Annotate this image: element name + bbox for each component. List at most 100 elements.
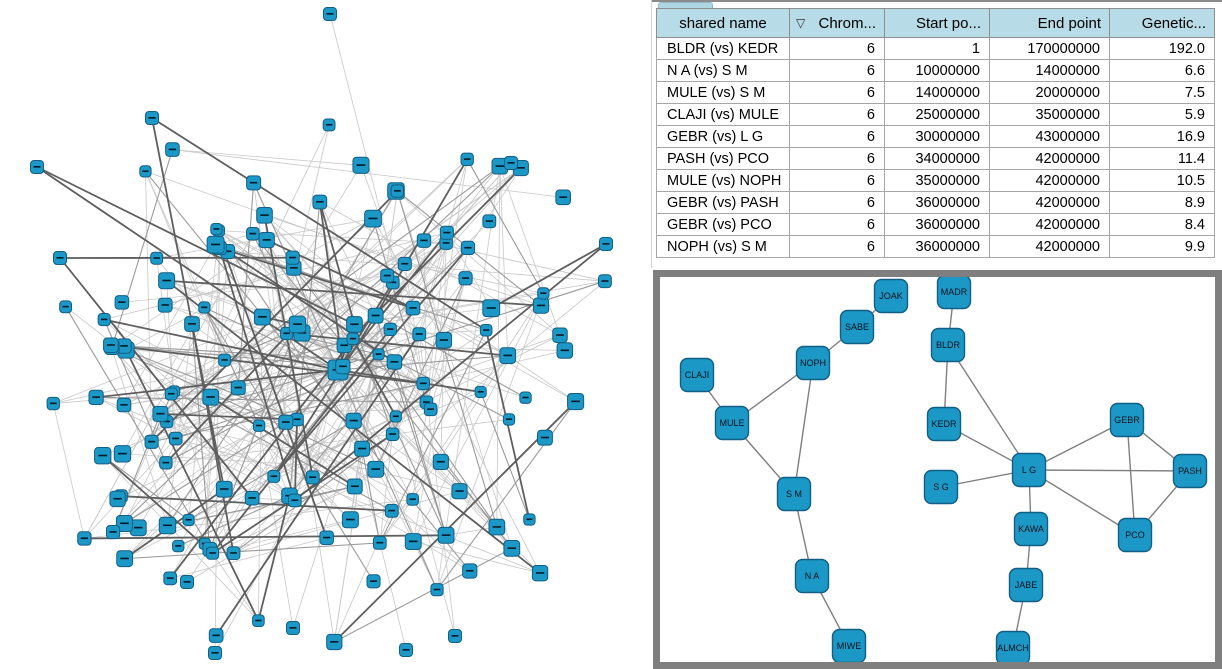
- overview-network-node[interactable]: [503, 540, 521, 557]
- overview-network-node[interactable]: [354, 440, 371, 457]
- overview-network-node[interactable]: [109, 490, 126, 508]
- overview-network-node[interactable]: [345, 412, 362, 429]
- overview-network-node[interactable]: [288, 315, 307, 334]
- network-node-LG[interactable]: L G: [1011, 452, 1047, 488]
- overview-network-node[interactable]: [305, 470, 320, 485]
- cell-genetic[interactable]: 9.9: [1109, 235, 1215, 258]
- table-row[interactable]: MULE (vs) NOPH 6 35000000 42000000 10.5: [656, 169, 1215, 192]
- overview-network-node[interactable]: [158, 516, 177, 535]
- overview-network-node[interactable]: [256, 207, 273, 224]
- network-node-PASH[interactable]: PASH: [1172, 453, 1208, 489]
- network-node-CLAJI[interactable]: CLAJI: [679, 357, 715, 393]
- network-node-BLDR[interactable]: BLDR: [930, 327, 966, 363]
- column-header-2[interactable]: Start po...: [884, 8, 990, 38]
- cell-shared-name[interactable]: GEBR (vs) PCO: [656, 213, 790, 236]
- cell-shared-name[interactable]: GEBR (vs) PASH: [656, 191, 790, 214]
- network-node-PCO[interactable]: PCO: [1117, 517, 1153, 553]
- overview-network-node[interactable]: [482, 214, 497, 229]
- overview-network-node[interactable]: [168, 431, 183, 446]
- overview-network-node[interactable]: [312, 194, 328, 210]
- cell-shared-name[interactable]: CLAJI (vs) MULE: [656, 103, 790, 126]
- overview-network-node[interactable]: [208, 646, 222, 660]
- overview-network-node[interactable]: [97, 313, 111, 327]
- network-node-MIWE[interactable]: MIWE: [831, 628, 867, 663]
- cell-end[interactable]: 14000000: [989, 59, 1110, 82]
- overview-network-node[interactable]: [385, 427, 400, 442]
- overview-network-node[interactable]: [322, 118, 336, 132]
- overview-network-node[interactable]: [252, 614, 265, 628]
- network-node-KEDR[interactable]: KEDR: [926, 406, 962, 442]
- overview-network-node[interactable]: [383, 322, 397, 336]
- overview-network-node[interactable]: [406, 493, 419, 506]
- cell-genetic[interactable]: 16.9: [1109, 125, 1215, 148]
- table-row[interactable]: GEBR (vs) L G 6 30000000 43000000 16.9: [656, 125, 1215, 148]
- cell-chromosome[interactable]: 6: [789, 37, 885, 60]
- overview-network-node[interactable]: [206, 546, 220, 560]
- overview-network-node[interactable]: [286, 621, 300, 635]
- overview-network-node[interactable]: [145, 111, 159, 125]
- overview-network-node[interactable]: [198, 301, 211, 314]
- overview-network-node[interactable]: [285, 250, 300, 265]
- overview-network-node[interactable]: [323, 7, 337, 21]
- overview-network-node[interactable]: [144, 434, 159, 449]
- column-header-0[interactable]: shared name: [656, 8, 790, 38]
- network-node-SG[interactable]: S G: [923, 469, 959, 505]
- network-node-SABE[interactable]: SABE: [839, 309, 875, 345]
- overview-network-node[interactable]: [319, 530, 334, 546]
- cell-start[interactable]: 25000000: [884, 103, 990, 126]
- overview-network-node[interactable]: [502, 413, 516, 426]
- overview-network-node[interactable]: [215, 480, 233, 498]
- cell-chromosome[interactable]: 6: [789, 81, 885, 104]
- table-row[interactable]: CLAJI (vs) MULE 6 25000000 35000000 5.9: [656, 103, 1215, 126]
- cell-start[interactable]: 35000000: [884, 169, 990, 192]
- edge-NOPH-SM[interactable]: [793, 362, 814, 495]
- overview-network-node[interactable]: [226, 546, 241, 561]
- cell-genetic[interactable]: 11.4: [1109, 147, 1215, 170]
- overview-network-node[interactable]: [430, 583, 444, 597]
- cell-shared-name[interactable]: MULE (vs) S M: [656, 81, 790, 104]
- edge-BLDR-LG[interactable]: [947, 344, 1030, 471]
- overview-network-node[interactable]: [114, 295, 130, 310]
- column-header-4[interactable]: Genetic...: [1109, 8, 1215, 38]
- overview-network-node[interactable]: [346, 478, 363, 495]
- filtered-network-view[interactable]: JOAK MADR SABE BLDR NOPH CLAJI MULE KEDR GEBR L G…: [653, 270, 1222, 669]
- cell-shared-name[interactable]: PASH (vs) PCO: [656, 147, 790, 170]
- overview-network-node[interactable]: [482, 299, 501, 318]
- overview-network-node[interactable]: [244, 490, 260, 506]
- overview-network-node[interactable]: [288, 493, 302, 508]
- table-row[interactable]: BLDR (vs) KEDR 6 1 170000000 192.0: [656, 37, 1215, 60]
- network-node-MULE[interactable]: MULE: [714, 405, 750, 441]
- cell-genetic[interactable]: 10.5: [1109, 169, 1215, 192]
- sort-filter-icon[interactable]: ▽: [796, 15, 806, 30]
- cell-start[interactable]: 10000000: [884, 59, 990, 82]
- cell-genetic[interactable]: 5.9: [1109, 103, 1215, 126]
- overview-network-node[interactable]: [105, 524, 121, 540]
- network-node-NOPH[interactable]: NOPH: [795, 345, 831, 381]
- cell-start[interactable]: 30000000: [884, 125, 990, 148]
- network-node-ALMCH[interactable]: ALMCH: [995, 630, 1031, 663]
- cell-end[interactable]: 42000000: [989, 191, 1110, 214]
- cell-end[interactable]: 170000000: [989, 37, 1110, 60]
- overview-network-node[interactable]: [103, 337, 119, 354]
- overview-network-node[interactable]: [158, 272, 176, 290]
- overview-network-node[interactable]: [139, 165, 152, 178]
- overview-network-node[interactable]: [163, 571, 178, 586]
- cell-chromosome[interactable]: 6: [789, 235, 885, 258]
- overview-network-node[interactable]: [267, 469, 281, 483]
- overview-network-node[interactable]: [399, 643, 413, 657]
- overview-network-node[interactable]: [423, 402, 438, 417]
- overview-network-view[interactable]: [0, 0, 652, 669]
- cell-genetic[interactable]: 6.6: [1109, 59, 1215, 82]
- overview-network-node[interactable]: [206, 235, 225, 254]
- cell-chromosome[interactable]: 6: [789, 147, 885, 170]
- overview-network-node[interactable]: [437, 526, 455, 544]
- overview-network-node[interactable]: [208, 628, 224, 643]
- overview-network-node[interactable]: [405, 300, 421, 316]
- table-row[interactable]: N A (vs) S M 6 10000000 14000000 6.6: [656, 59, 1215, 82]
- overview-network-node[interactable]: [184, 316, 200, 332]
- overview-network-node[interactable]: [397, 256, 412, 271]
- overview-network-node[interactable]: [488, 518, 506, 536]
- overview-network-node[interactable]: [113, 445, 132, 463]
- overview-network-node[interactable]: [116, 397, 132, 413]
- cell-chromosome[interactable]: 6: [789, 213, 885, 236]
